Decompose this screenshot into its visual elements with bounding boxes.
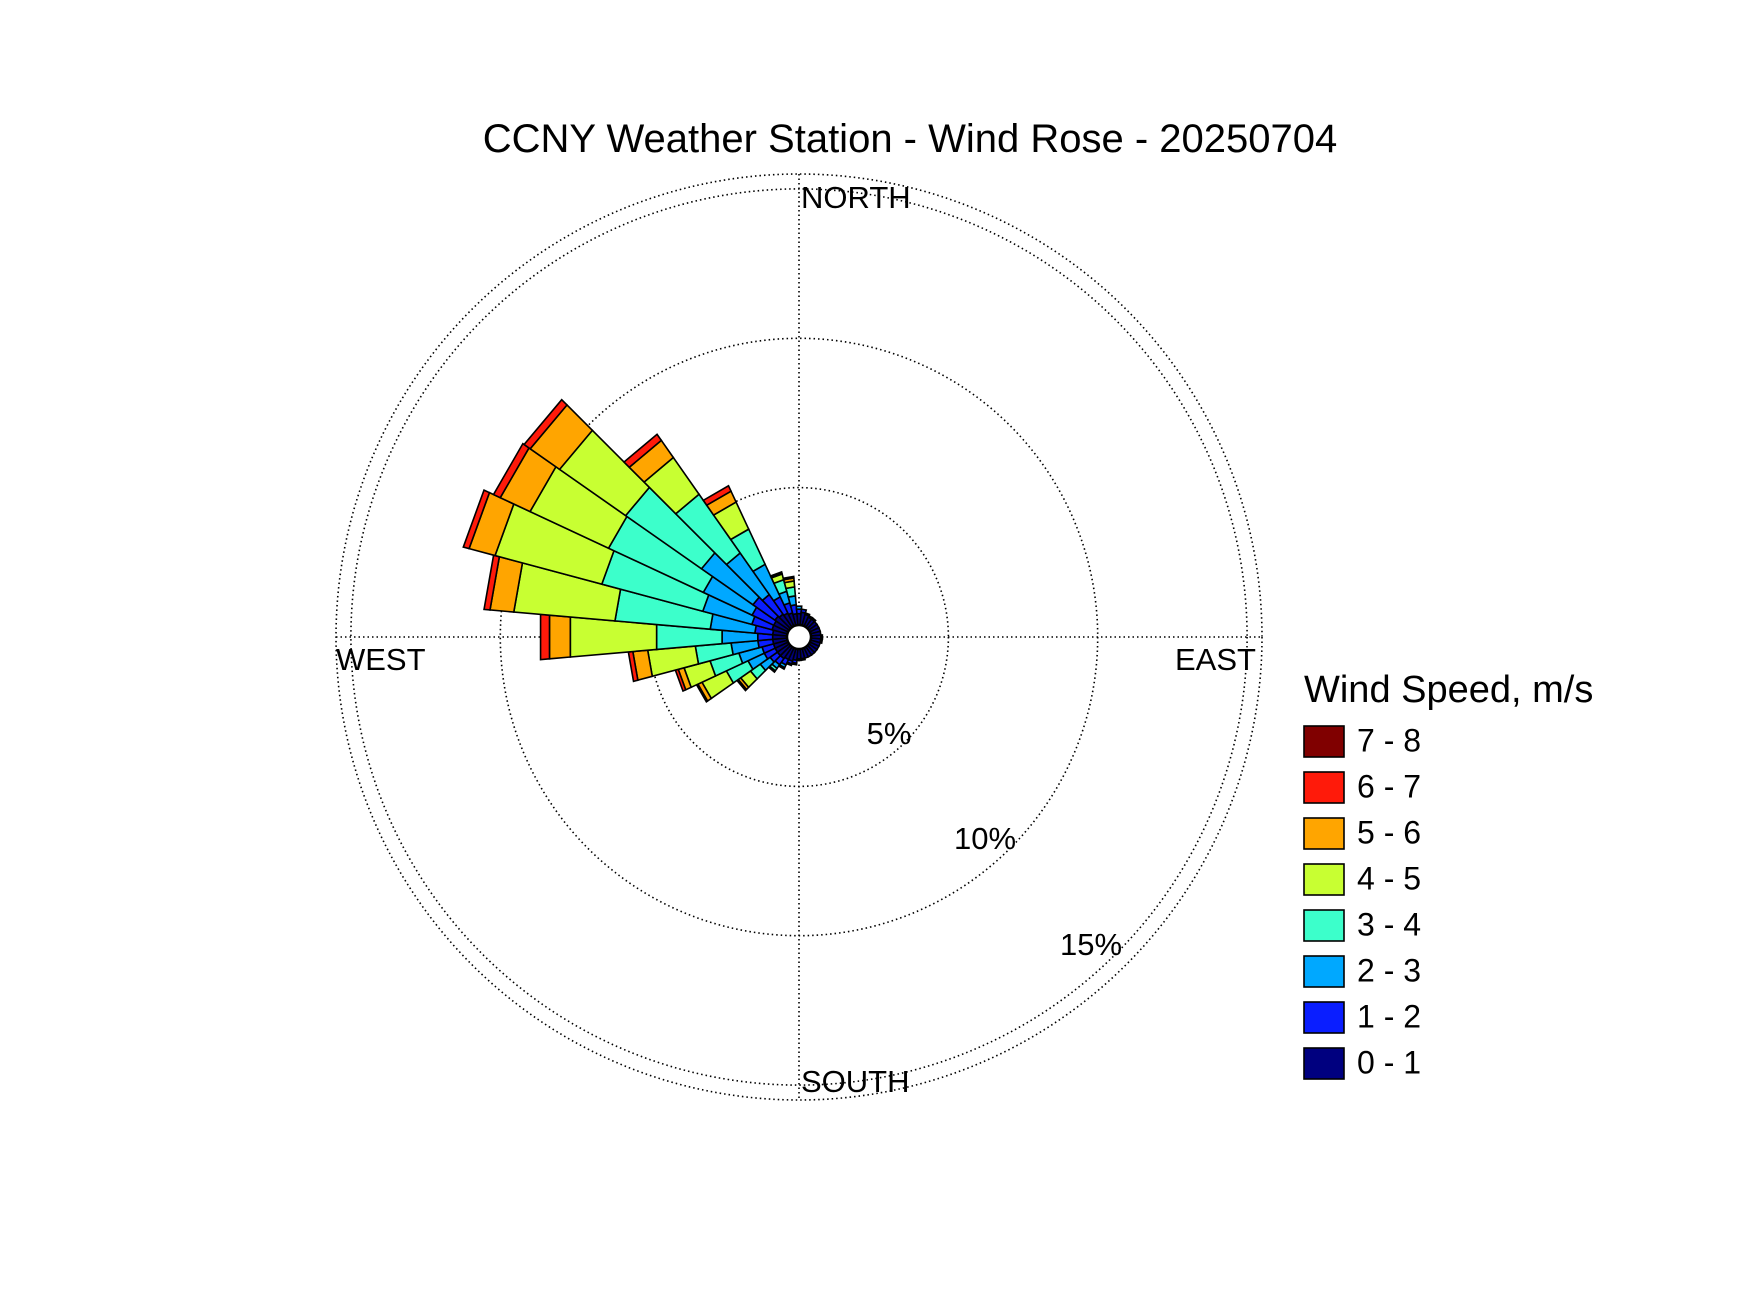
legend-label-0: 7 - 8 <box>1357 722 1421 758</box>
legend: Wind Speed, m/s 7 - 8 6 - 7 5 - 6 4 - 5 3 - … <box>1303 669 1593 1080</box>
legend-label-4: 3 - 4 <box>1357 906 1421 942</box>
petal-dir180-bin-1 <box>796 658 802 662</box>
ring-label-5: 5% <box>867 716 912 751</box>
legend-swatch-1 <box>1303 771 1345 804</box>
ring-label-15: 15% <box>1060 927 1122 962</box>
calm-circle <box>785 623 813 651</box>
calm-hub <box>785 623 813 651</box>
direction-label-north: NORTH <box>801 180 911 215</box>
petal-dir320-bin-6 <box>622 433 663 469</box>
petal-dir310-bin-6 <box>522 398 569 450</box>
petal-dir300-bin-6 <box>492 442 531 499</box>
legend-label-6: 1 - 2 <box>1357 998 1421 1034</box>
direction-label-east: EAST <box>1175 642 1256 677</box>
legend-swatch-7 <box>1303 1047 1345 1080</box>
petal-dir350-bin-6 <box>782 575 795 581</box>
legend-swatch-2 <box>1303 817 1345 850</box>
petal-dir290-bin-6 <box>462 489 491 550</box>
ring-label-10: 10% <box>954 821 1016 856</box>
grid-ring-15 <box>350 188 1248 1086</box>
direction-label-south: SOUTH <box>801 1064 910 1099</box>
legend-label-1: 6 - 7 <box>1357 768 1421 804</box>
legend-label-5: 2 - 3 <box>1357 952 1421 988</box>
petal-dir330-bin-6 <box>702 484 733 507</box>
wind-petals <box>462 398 824 704</box>
legend-label-3: 4 - 5 <box>1357 860 1421 896</box>
legend-swatch-4 <box>1303 909 1345 942</box>
legend-title: Wind Speed, m/s <box>1304 669 1593 711</box>
petal-dir270-bin-6 <box>539 613 551 661</box>
petal-dir340-bin-6 <box>769 570 783 578</box>
petal-dir0-bin-2 <box>795 605 803 610</box>
chart-title: CCNY Weather Station - Wind Rose - 20250… <box>483 117 1338 161</box>
legend-label-2: 5 - 6 <box>1357 814 1421 850</box>
grid-ring-10 <box>499 337 1099 937</box>
grid-ring-outer <box>335 173 1263 1101</box>
legend-swatch-5 <box>1303 955 1345 988</box>
legend-swatch-3 <box>1303 863 1345 896</box>
legend-label-7: 0 - 1 <box>1357 1044 1421 1080</box>
axis-labels: NORTH EAST SOUTH WEST 5% 10% 15% <box>336 180 1256 1099</box>
legend-swatch-0 <box>1303 725 1345 758</box>
legend-swatch-6 <box>1303 1001 1345 1034</box>
direction-label-west: WEST <box>336 642 426 677</box>
petal-dir270-bin-5 <box>548 614 572 660</box>
legend-items: 7 - 8 6 - 7 5 - 6 4 - 5 3 - 4 2 - 3 1 - 2 0 - 1 <box>1303 722 1421 1080</box>
